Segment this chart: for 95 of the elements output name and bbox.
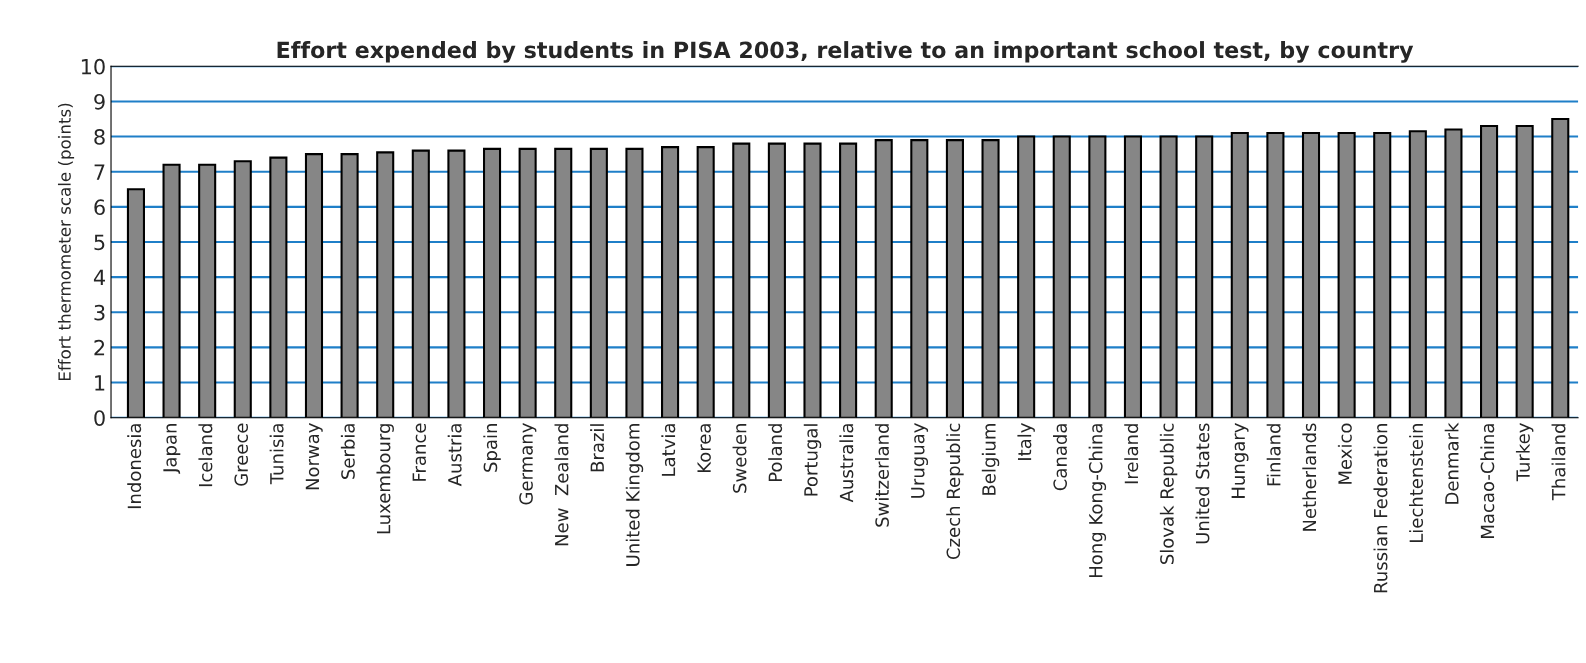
bar: [1266, 132, 1285, 418]
bar: [411, 149, 430, 418]
x-tick-label: Ireland: [1124, 424, 1139, 484]
x-tick-label: Brazil: [590, 424, 605, 472]
y-tick-label: 7: [94, 164, 105, 180]
bar: [1088, 135, 1107, 418]
x-tick-label: Germany: [519, 423, 537, 505]
bar: [269, 156, 288, 418]
x-tick-label: Mexico: [1337, 423, 1352, 484]
chart-title: Effort expended by students in PISA 2003, relative to an important school test, by country: [277, 41, 1414, 63]
x-tick-label: Portugal: [803, 424, 822, 496]
bar: [1373, 132, 1392, 418]
x-tick-label: Canada: [1053, 424, 1067, 491]
bar: [126, 188, 145, 418]
x-tick-label: Tunisia: [269, 424, 284, 485]
bar: [1444, 128, 1463, 418]
bar: [482, 147, 502, 418]
x-tick-label: Greece: [234, 423, 249, 486]
y-tick-label: 4: [93, 269, 105, 286]
bar: [1408, 130, 1427, 418]
x-tick-label: Australia: [839, 424, 854, 503]
x-tick-label: Hungary: [1231, 423, 1249, 498]
bar: [1230, 132, 1249, 418]
y-tick-label: 8: [94, 129, 105, 145]
bar: [661, 146, 680, 418]
y-tick-label: 9: [94, 93, 105, 110]
x-tick-label: Austria: [447, 424, 462, 487]
x-tick-label: France: [412, 423, 427, 481]
x-tick-label: Hong Kong-China: [1088, 424, 1107, 578]
x-tick-label: New Zealand: [554, 424, 569, 546]
x-tick-label: Switzerland: [874, 424, 889, 527]
x-tick-label: Spain: [483, 424, 501, 472]
bar: [839, 142, 858, 418]
bar: [447, 149, 466, 418]
x-tick-label: Denmark: [1444, 422, 1459, 504]
bar: [981, 139, 1000, 418]
x-tick-label: United States: [1195, 423, 1210, 544]
x-tick-label: Iceland: [198, 424, 213, 487]
y-tick-label: 5: [94, 234, 105, 251]
x-tick-label: Norway: [305, 423, 323, 490]
y-axis-title: Effort thermometer scale (points): [57, 103, 75, 381]
bar: [767, 142, 786, 418]
bar: [1301, 132, 1321, 418]
x-tick-label: Macao-China: [1480, 424, 1495, 538]
x-tick-label: Netherlands: [1302, 423, 1317, 531]
x-tick-label: Russian Federation: [1373, 424, 1388, 593]
x-tick-label: Poland: [768, 424, 783, 482]
bar: [945, 139, 964, 418]
x-tick-label: Czech Republic: [946, 423, 964, 560]
x-tick-label: Latvia: [661, 424, 676, 476]
x-tick-label: Finland: [1266, 424, 1281, 486]
bar: [1515, 125, 1534, 418]
bar: [803, 142, 822, 418]
bar: [1159, 135, 1178, 418]
bar: [1123, 135, 1143, 418]
bar: [376, 151, 395, 418]
x-tick-label: Indonesia: [127, 424, 142, 509]
bar: [198, 163, 217, 418]
x-tick-label: Serbia: [340, 424, 355, 479]
x-tick-label: Luxembourg: [376, 424, 394, 534]
x-tick-label: Uruguay: [911, 423, 929, 498]
y-tick-label: 2: [94, 339, 105, 356]
bar: [1052, 135, 1071, 418]
y-tick-label: 1: [95, 375, 105, 391]
x-tick-label: Japan: [163, 424, 181, 474]
x-tick-label: Belgium: [981, 424, 1000, 495]
y-tick-label: 6: [94, 199, 105, 216]
x-tick-label: Turkey: [1515, 423, 1534, 482]
x-tick-label: Slovak Republic: [1159, 423, 1178, 564]
bar: [625, 147, 644, 418]
bar: [732, 142, 751, 418]
x-tick-label: Liechtenstein: [1409, 424, 1424, 543]
bar: [589, 147, 608, 418]
bar: [1480, 125, 1499, 418]
bar: [162, 163, 181, 418]
y-tick-label: 10: [81, 58, 105, 75]
bar: [874, 139, 893, 418]
bar: [696, 146, 715, 418]
bar: [1017, 135, 1036, 418]
x-tick-label: Italy: [1017, 423, 1035, 460]
bar: [910, 139, 929, 418]
x-tick-label: Sweden: [732, 424, 747, 493]
x-tick-label: Thailand: [1551, 424, 1566, 501]
bar: [1195, 135, 1214, 418]
x-tick-label: Korea: [697, 424, 711, 472]
bar: [1337, 132, 1356, 418]
bar: [518, 147, 537, 418]
bar: [233, 160, 252, 418]
bar: [554, 147, 573, 418]
x-tick-label: United Kingdom: [625, 424, 644, 566]
bar: [1551, 117, 1570, 418]
bar: [340, 153, 359, 418]
y-tick-label: 0: [94, 410, 105, 426]
bar: [304, 153, 324, 418]
y-tick-label: 3: [94, 304, 105, 321]
